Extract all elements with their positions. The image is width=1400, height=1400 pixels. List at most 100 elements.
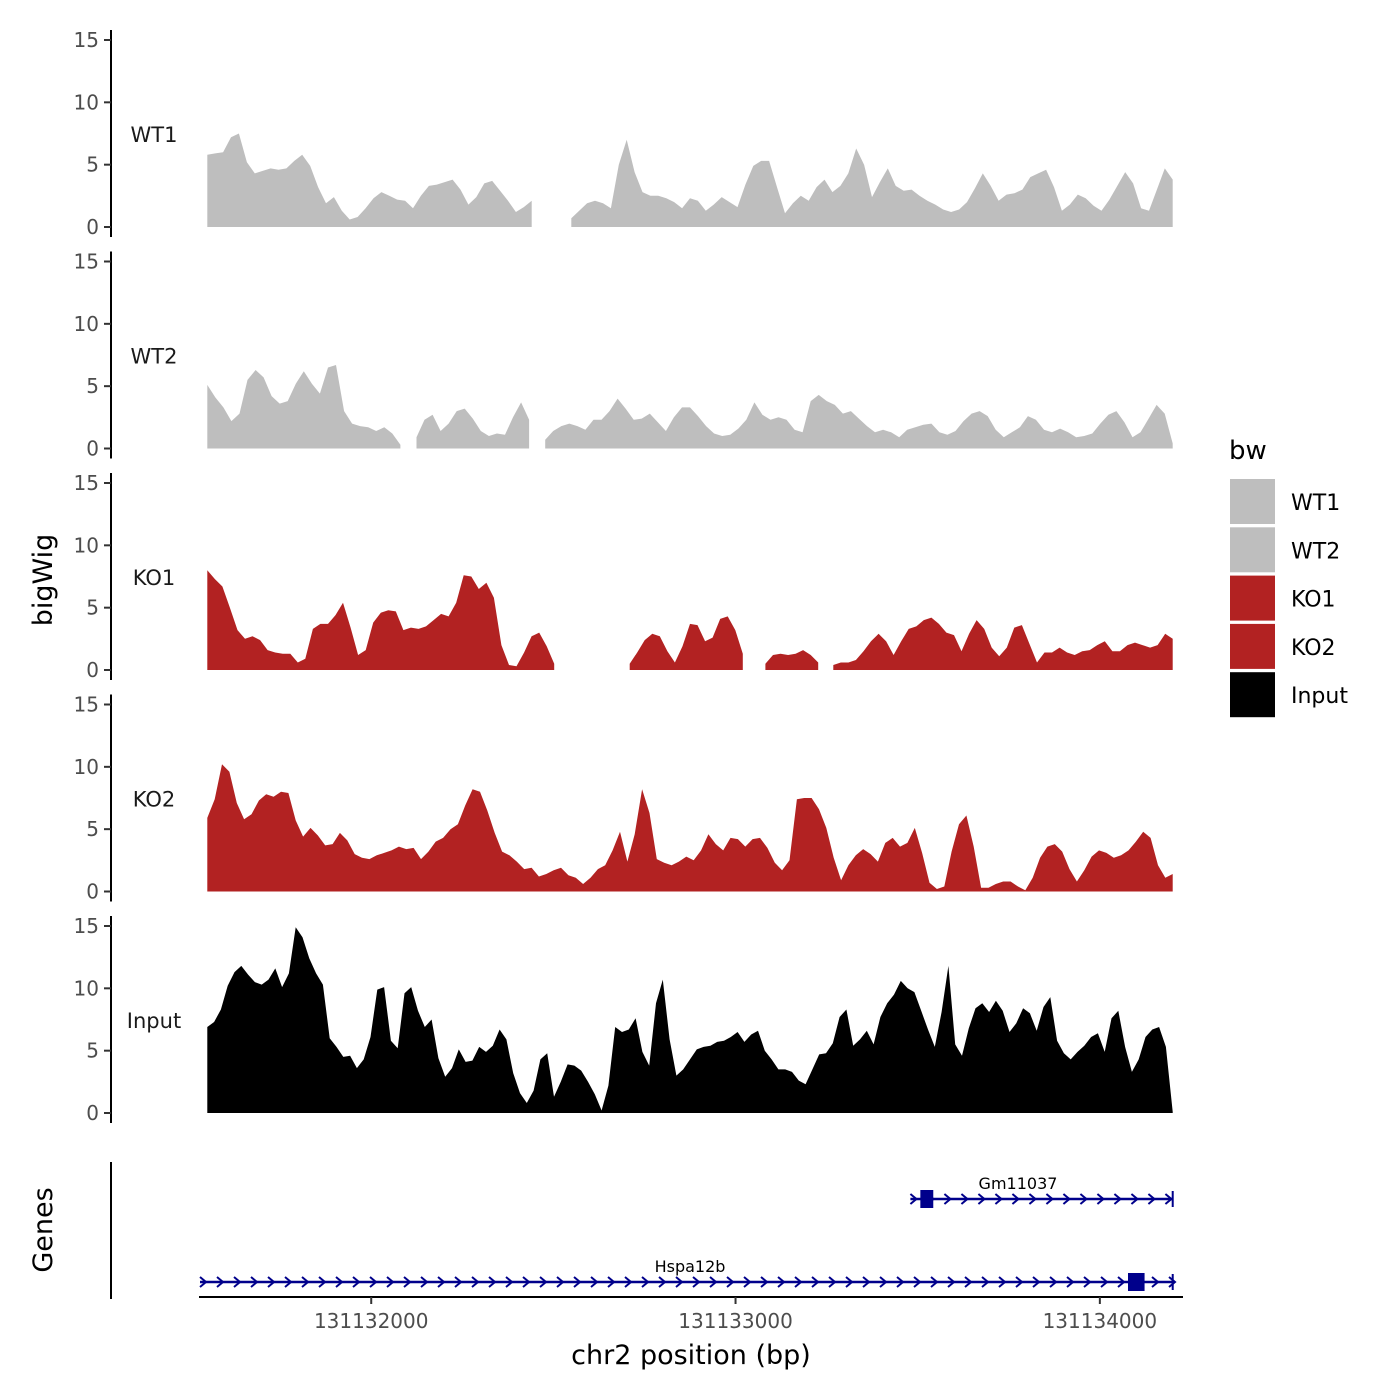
track-wt2: 0 5 10 15 WT2	[74, 250, 1173, 461]
strand-arrow	[1083, 1276, 1092, 1288]
strand-arrow	[726, 1276, 735, 1288]
strand-arrow	[994, 1193, 1003, 1205]
strand-arrow	[930, 1276, 939, 1288]
strand-arrow	[1045, 1193, 1054, 1205]
strand-arrow	[960, 1193, 969, 1205]
strand-arrow	[828, 1276, 837, 1288]
y-tick-label: 10	[74, 755, 99, 779]
strand-arrow	[522, 1276, 531, 1288]
strand-arrow	[505, 1276, 514, 1288]
legend-key-ko1	[1230, 575, 1275, 621]
strand-arrow	[403, 1276, 412, 1288]
y-tick-label: 0	[86, 437, 99, 461]
strand-arrow	[488, 1276, 497, 1288]
strand-arrow	[199, 1276, 208, 1288]
x-tick-label: 131134000	[1043, 1309, 1158, 1333]
gene-gm11037: Gm11037	[909, 1174, 1174, 1208]
strand-arrow	[845, 1276, 854, 1288]
area-wt1	[571, 139, 1173, 227]
strand-arrow	[777, 1276, 786, 1288]
strand-arrow	[709, 1276, 718, 1288]
strand-arrow	[573, 1276, 582, 1288]
strand-arrow	[977, 1193, 986, 1205]
strand-arrow	[1164, 1193, 1173, 1205]
strand-arrow	[1130, 1193, 1139, 1205]
x-axis: 131132000 131133000 131134000 chr2 positio…	[199, 1296, 1183, 1371]
strand-arrow	[335, 1276, 344, 1288]
track-label: KO2	[133, 788, 176, 812]
bigwig-tracks: 0 5 10 15 WT1 0 5 10 15 WT2 0 5 10 15 KO1 0 5 10 15 KO2 0 5 10…	[74, 28, 1173, 1125]
y-tick-label: 15	[74, 471, 99, 495]
strand-arrow	[607, 1276, 616, 1288]
strand-arrow	[590, 1276, 599, 1288]
strand-arrow	[811, 1276, 820, 1288]
gene-label: Hspa12b	[655, 1257, 726, 1276]
y-tick-label: 0	[86, 658, 99, 682]
strand-arrow	[539, 1276, 548, 1288]
area-ko2	[207, 764, 1173, 892]
strand-arrow	[1049, 1276, 1058, 1288]
strand-arrow	[692, 1276, 701, 1288]
strand-arrow	[250, 1276, 259, 1288]
exon	[920, 1190, 934, 1208]
y-tick-label: 5	[86, 817, 99, 841]
track-label: Input	[127, 1009, 181, 1033]
strand-arrow	[1011, 1193, 1020, 1205]
y-tick-label: 10	[74, 312, 99, 336]
y-tick-label: 10	[74, 90, 99, 114]
gene-label: Gm11037	[979, 1174, 1058, 1193]
strand-arrow	[658, 1276, 667, 1288]
strand-arrow	[420, 1276, 429, 1288]
legend: bw WT1 WT2 KO1 KO2 Input	[1229, 436, 1348, 718]
strand-arrow	[1168, 1276, 1177, 1288]
strand-arrow	[1147, 1193, 1156, 1205]
area-wt1	[207, 133, 532, 227]
strand-arrow	[998, 1276, 1007, 1288]
track-label: WT2	[131, 345, 178, 369]
strand-arrow	[301, 1276, 310, 1288]
strand-arrow	[1015, 1276, 1024, 1288]
track-wt1: 0 5 10 15 WT1	[74, 28, 1173, 239]
y-tick-label: 15	[74, 914, 99, 938]
strand-arrow	[437, 1276, 446, 1288]
legend-key-wt2	[1230, 527, 1275, 573]
legend-key-input	[1230, 672, 1275, 718]
strand-arrow	[1113, 1193, 1122, 1205]
gene-hspa12b: Hspa12b	[199, 1257, 1177, 1291]
y-tick-label: 0	[86, 1101, 99, 1125]
y-tick-label: 15	[74, 28, 99, 52]
strand-arrow	[760, 1276, 769, 1288]
legend-label: Input	[1291, 684, 1348, 709]
strand-arrow	[216, 1276, 225, 1288]
strand-arrow	[284, 1276, 293, 1288]
strand-arrow	[913, 1276, 922, 1288]
area-ko1	[207, 570, 555, 670]
x-ticks: 131132000 131133000 131134000	[314, 1297, 1157, 1333]
strand-arrow	[369, 1276, 378, 1288]
strand-arrow	[964, 1276, 973, 1288]
strand-arrow	[896, 1276, 905, 1288]
area-wt2	[207, 365, 401, 449]
y-tick-label: 0	[86, 215, 99, 239]
strand-arrow	[947, 1276, 956, 1288]
strand-arrow	[1062, 1193, 1071, 1205]
strand-arrow	[675, 1276, 684, 1288]
x-tick-label: 131132000	[314, 1309, 429, 1333]
strand-arrow	[1096, 1193, 1105, 1205]
x-axis-title: chr2 position (bp)	[571, 1340, 811, 1371]
strand-arrow	[556, 1276, 565, 1288]
strand-arrow	[981, 1276, 990, 1288]
y-tick-label: 10	[74, 533, 99, 557]
strand-arrow	[862, 1276, 871, 1288]
strand-arrow	[352, 1276, 361, 1288]
strand-arrow	[233, 1276, 242, 1288]
area-wt2	[416, 402, 530, 449]
strand-arrow	[267, 1276, 276, 1288]
strand-arrow	[1100, 1276, 1109, 1288]
area-wt2	[545, 394, 1173, 449]
area-ko1	[833, 617, 1173, 670]
track-label: WT1	[131, 123, 178, 147]
strand-arrow	[1066, 1276, 1075, 1288]
y-tick-label: 5	[86, 153, 99, 177]
strand-arrow	[471, 1276, 480, 1288]
